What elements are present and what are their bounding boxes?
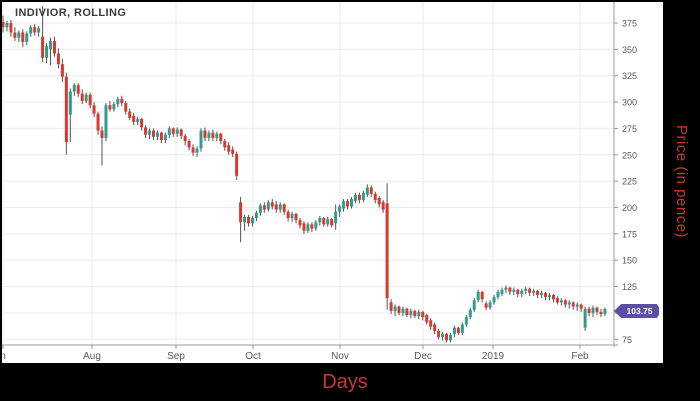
svg-text:Sep: Sep xyxy=(167,351,185,362)
svg-text:Feb: Feb xyxy=(571,351,589,362)
candlestick-canvas[interactable]: 75100125150175200225250275300325350375nA… xyxy=(2,2,663,363)
svg-text:275: 275 xyxy=(622,124,637,134)
y-axis-title-strip: Price (in pence) xyxy=(663,0,700,363)
svg-text:75: 75 xyxy=(622,335,632,345)
svg-text:325: 325 xyxy=(622,71,637,81)
chart-panel[interactable]: 75100125150175200225250275300325350375nA… xyxy=(2,2,663,363)
svg-text:Oct: Oct xyxy=(245,351,261,362)
y-axis-title: Price (in pence) xyxy=(673,124,690,239)
svg-text:Nov: Nov xyxy=(331,351,349,362)
svg-text:2019: 2019 xyxy=(482,351,505,362)
x-axis-title-strip: Days xyxy=(0,363,700,401)
chart-title: INDIVIOR, ROLLING xyxy=(15,7,127,19)
svg-text:200: 200 xyxy=(622,203,637,213)
svg-text:125: 125 xyxy=(622,282,637,292)
svg-text:Dec: Dec xyxy=(414,351,432,362)
svg-text:150: 150 xyxy=(622,256,637,266)
last-price-tag: 103.75 xyxy=(614,304,659,318)
svg-text:Aug: Aug xyxy=(83,351,101,362)
svg-text:225: 225 xyxy=(622,177,637,187)
x-axis-title: Days xyxy=(322,370,368,393)
svg-text:300: 300 xyxy=(622,98,637,108)
last-price-label: 103.75 xyxy=(626,306,653,316)
svg-text:375: 375 xyxy=(622,19,637,29)
svg-text:350: 350 xyxy=(622,45,637,55)
svg-text:250: 250 xyxy=(622,150,637,160)
svg-text:n: n xyxy=(2,351,6,362)
svg-text:175: 175 xyxy=(622,229,637,239)
